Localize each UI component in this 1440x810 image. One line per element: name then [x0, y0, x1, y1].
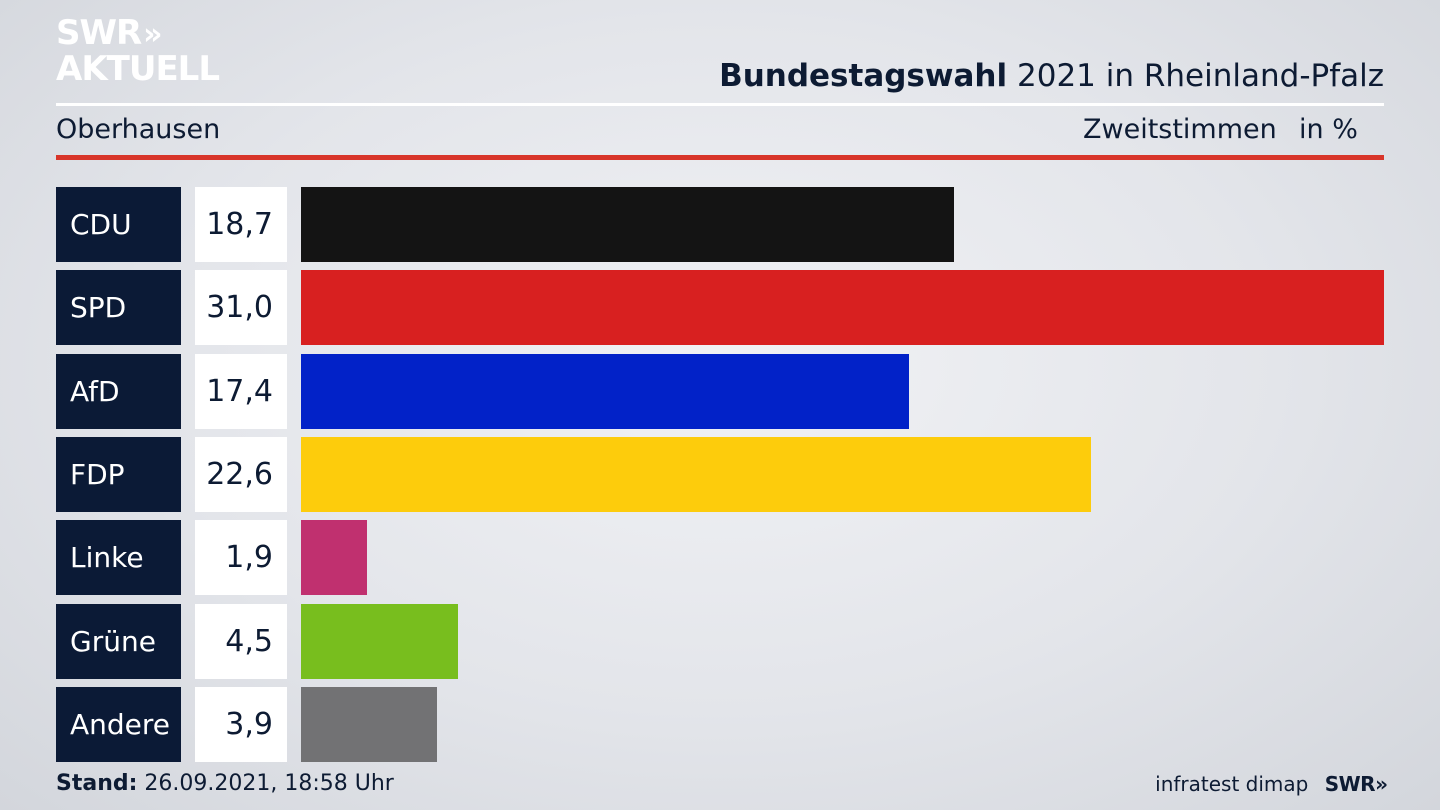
value-label: 22,6 [195, 436, 287, 512]
value-label: 3,9 [195, 686, 287, 762]
chart-title: Bundestagswahl 2021 in Rheinland-Pfalz [719, 58, 1384, 94]
timestamp-label: Stand: [56, 771, 138, 796]
value-label: 1,9 [195, 520, 287, 596]
measure-label: Zweitstimmen [1083, 114, 1277, 145]
bar [301, 686, 437, 762]
unit-label: in % [1299, 114, 1358, 145]
logo-swr-text: SWR [56, 13, 142, 53]
swr-small-arrows-icon: » [1375, 772, 1388, 796]
source-text: infratest dimap [1155, 772, 1309, 796]
party-label: Grüne [56, 603, 181, 679]
bar [301, 187, 954, 262]
party-label: SPD [56, 270, 181, 346]
bar [301, 353, 909, 429]
bar [301, 520, 367, 596]
chart-title-bold: Bundestagswahl [719, 58, 1008, 94]
bar [301, 603, 458, 679]
bar [301, 436, 1091, 512]
party-label: CDU [56, 187, 181, 262]
party-label: Linke [56, 520, 181, 596]
logo-arrows-icon: » [143, 17, 163, 52]
value-label: 18,7 [195, 187, 287, 262]
source-credit: infratest dimap SWR» [1155, 772, 1388, 796]
timestamp-value: 26.09.2021, 18:58 Uhr [144, 771, 394, 796]
accent-divider [56, 155, 1384, 160]
chart-title-rest: 2021 in Rheinland-Pfalz [1017, 58, 1384, 94]
header-divider [56, 103, 1384, 106]
party-label: Andere [56, 686, 181, 762]
party-label: AfD [56, 353, 181, 429]
swr-small-logo-text: SWR [1324, 772, 1376, 796]
swr-aktuell-logo: SWR» AKTUELL [56, 13, 220, 89]
value-label: 4,5 [195, 603, 287, 679]
timestamp: Stand: 26.09.2021, 18:58 Uhr [56, 771, 394, 796]
bar [301, 270, 1384, 346]
swr-small-logo: SWR» [1324, 772, 1388, 796]
value-label: 31,0 [195, 270, 287, 346]
value-label: 17,4 [195, 353, 287, 429]
region-label: Oberhausen [56, 114, 221, 145]
party-label: FDP [56, 436, 181, 512]
logo-aktuell-text: AKTUELL [56, 49, 220, 89]
